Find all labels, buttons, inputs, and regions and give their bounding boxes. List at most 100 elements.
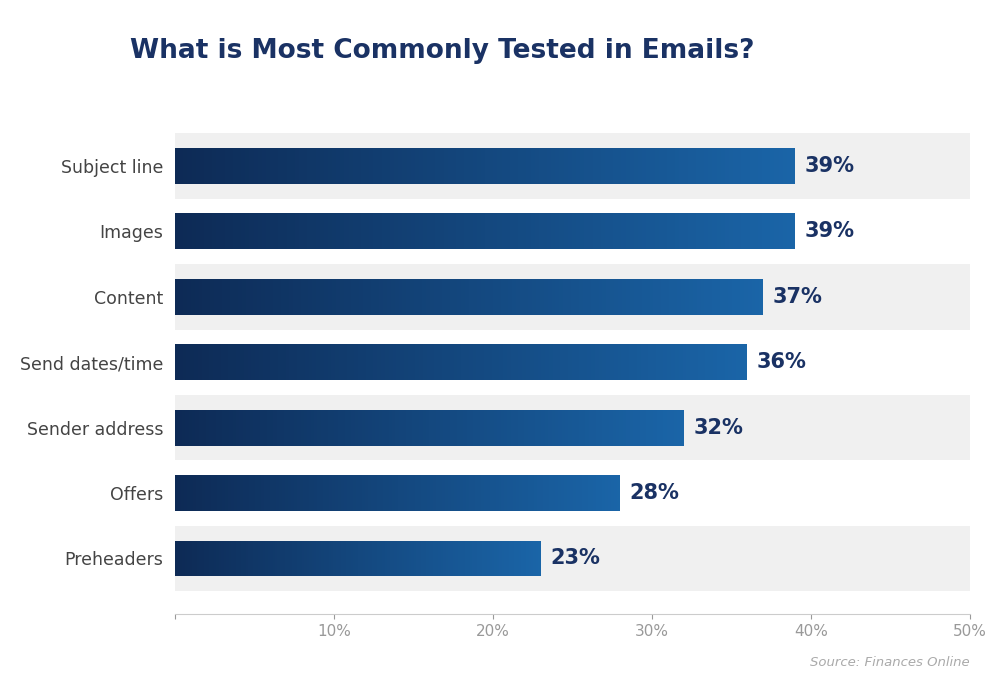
Bar	[407, 540, 409, 576]
Bar	[279, 475, 282, 511]
Bar	[253, 540, 255, 576]
Bar	[226, 540, 229, 576]
Bar	[774, 148, 779, 184]
Bar	[321, 410, 324, 446]
Bar	[469, 148, 473, 184]
Bar	[294, 475, 297, 511]
Bar	[681, 279, 685, 315]
Bar	[289, 279, 293, 315]
Bar	[608, 475, 611, 511]
Bar	[263, 540, 265, 576]
Bar	[667, 344, 671, 380]
Bar	[367, 279, 371, 315]
Bar	[766, 148, 770, 184]
Bar	[465, 540, 468, 576]
Bar	[348, 540, 351, 576]
Bar	[301, 279, 304, 315]
Bar	[564, 213, 568, 249]
Bar	[187, 475, 190, 511]
Bar	[402, 148, 407, 184]
Bar	[513, 475, 516, 511]
Bar	[593, 213, 597, 249]
Bar	[209, 410, 212, 446]
Bar	[286, 344, 289, 380]
Bar	[323, 475, 326, 511]
Bar	[307, 540, 309, 576]
Bar	[390, 213, 394, 249]
Bar	[332, 475, 335, 511]
Bar	[285, 540, 287, 576]
Bar	[261, 279, 265, 315]
Bar	[712, 213, 717, 249]
Bar	[196, 475, 199, 511]
Bar	[652, 344, 656, 380]
Bar	[409, 540, 411, 576]
Bar	[599, 279, 602, 315]
Bar	[476, 344, 480, 380]
Bar	[418, 279, 422, 315]
Bar	[755, 279, 759, 315]
Bar	[389, 344, 393, 380]
Bar	[754, 148, 758, 184]
Bar	[617, 475, 620, 511]
Bar	[365, 410, 368, 446]
Bar	[470, 540, 472, 576]
Bar	[411, 540, 414, 576]
Bar	[238, 540, 241, 576]
Bar	[336, 213, 340, 249]
Bar	[199, 475, 202, 511]
Bar	[650, 279, 653, 315]
Bar	[293, 279, 297, 315]
Bar	[521, 410, 524, 446]
Bar	[514, 213, 518, 249]
Bar	[341, 475, 344, 511]
Bar	[324, 148, 328, 184]
Bar	[541, 344, 545, 380]
Bar	[233, 213, 237, 249]
Bar	[448, 475, 451, 511]
Bar	[613, 213, 617, 249]
Bar	[638, 213, 642, 249]
Bar	[752, 279, 755, 315]
Bar	[605, 213, 609, 249]
Bar	[515, 344, 518, 380]
Bar	[258, 475, 261, 511]
Bar	[702, 344, 705, 380]
Bar	[360, 540, 363, 576]
Bar	[519, 475, 522, 511]
Bar	[591, 344, 595, 380]
Bar	[563, 279, 567, 315]
Bar	[693, 279, 697, 315]
Bar	[705, 344, 709, 380]
Bar	[688, 213, 692, 249]
Bar	[354, 344, 358, 380]
Bar	[339, 344, 343, 380]
Bar	[270, 475, 273, 511]
Bar	[175, 148, 179, 184]
Bar	[779, 148, 783, 184]
Bar	[419, 344, 423, 380]
Bar	[694, 344, 698, 380]
Bar	[362, 410, 365, 446]
Bar	[179, 213, 183, 249]
Bar	[617, 213, 621, 249]
Bar	[709, 344, 713, 380]
Bar	[204, 213, 208, 249]
Bar	[263, 410, 267, 446]
Bar	[552, 475, 555, 511]
Bar	[316, 148, 320, 184]
Bar	[378, 148, 382, 184]
Bar	[671, 148, 675, 184]
Bar	[192, 148, 196, 184]
Bar	[595, 344, 599, 380]
Bar	[304, 279, 308, 315]
Bar	[179, 279, 183, 315]
Bar	[733, 213, 737, 249]
Bar	[663, 410, 667, 446]
Bar	[324, 213, 328, 249]
Bar	[370, 344, 373, 380]
Bar	[531, 540, 533, 576]
Bar	[220, 148, 225, 184]
Bar	[423, 410, 426, 446]
Bar	[613, 410, 616, 446]
